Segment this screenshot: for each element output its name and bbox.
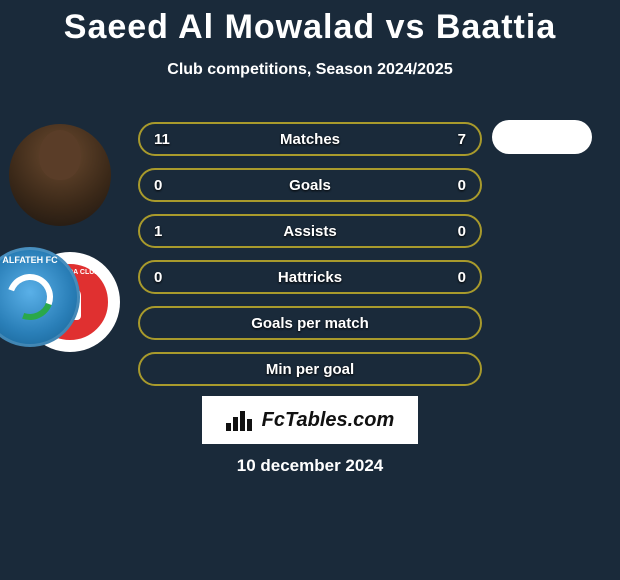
stat-row: 0 Goals 0 — [138, 168, 482, 202]
stat-left-value: 0 — [154, 177, 162, 194]
stat-row: 11 Matches 7 — [138, 122, 482, 156]
stat-right-value: 7 — [458, 131, 466, 148]
stat-row: 0 Hattricks 0 — [138, 260, 482, 294]
stat-label: Matches — [280, 131, 340, 148]
club-badge-right-icon — [0, 266, 61, 327]
brand-badge: FcTables.com — [202, 396, 418, 444]
stats-table: 11 Matches 7 0 Goals 0 1 Assists 0 0 Hattricks 0 Goa… — [138, 122, 482, 398]
stat-left-value: 11 — [154, 131, 170, 148]
stat-row: 1 Assists 0 — [138, 214, 482, 248]
stat-right-value: 0 — [458, 269, 466, 286]
stat-label: Goals — [289, 177, 331, 194]
stat-left-value: 0 — [154, 269, 162, 286]
player-right-avatar-placeholder — [492, 120, 592, 154]
subtitle: Club competitions, Season 2024/2025 — [0, 61, 620, 79]
stat-left-value: 1 — [154, 223, 162, 240]
brand-chart-icon — [226, 409, 256, 431]
stat-row: Min per goal — [138, 352, 482, 386]
stat-label: Min per goal — [266, 361, 354, 378]
page-title: Saeed Al Mowalad vs Baattia — [0, 0, 620, 47]
stat-label: Goals per match — [251, 315, 369, 332]
stat-label: Assists — [283, 223, 336, 240]
player-left-avatar — [9, 124, 111, 226]
date-text: 10 december 2024 — [0, 456, 620, 476]
club-badge-right-text: ALFATEH FC — [2, 255, 57, 265]
brand-text: FcTables.com — [262, 409, 395, 432]
stat-right-value: 0 — [458, 177, 466, 194]
stat-right-value: 0 — [458, 223, 466, 240]
stat-label: Hattricks — [278, 269, 342, 286]
stat-row: Goals per match — [138, 306, 482, 340]
